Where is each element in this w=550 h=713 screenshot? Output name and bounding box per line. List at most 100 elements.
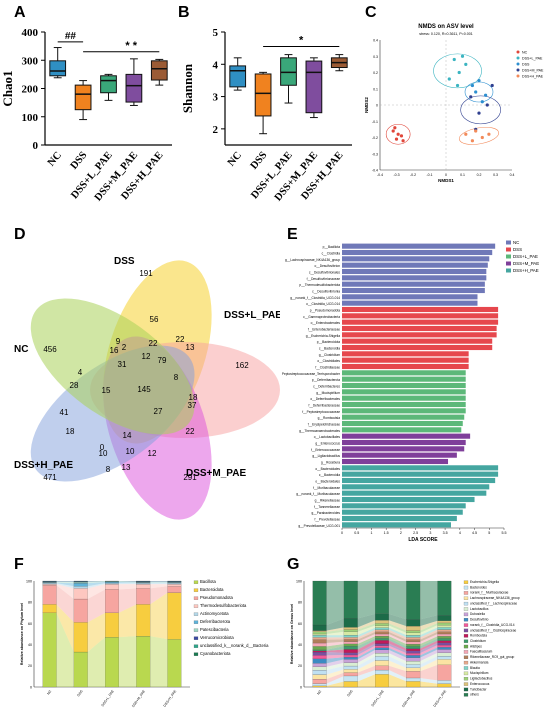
nmds-title: NMDS on ASV level [418, 24, 474, 30]
phylum-flow-band [56, 582, 74, 584]
genus-legend-swatch [463, 612, 469, 617]
chao1-box-DSS [74, 84, 92, 111]
lda-bar-label: c__Bacteroidia [319, 346, 340, 350]
venn-label-m: DSS+M_PAE [186, 468, 246, 479]
lda-bar-label: p__Deferribacterota [312, 378, 340, 382]
phylum-legend-label: Patescibacteria [200, 627, 229, 632]
venn-label-dss: DSS [114, 256, 135, 267]
genus-flow-band [326, 654, 344, 659]
genus-bar-segment [343, 635, 358, 638]
genus-bar-segment [343, 629, 358, 632]
lda-bar-label: o__Deferribacterales [310, 397, 340, 401]
genus-flow-band [326, 652, 344, 656]
genus-bar-segment [437, 680, 452, 684]
genus-bar-segment [406, 664, 421, 668]
genus-bar-segment [437, 636, 452, 639]
genus-bar-segment [312, 670, 327, 675]
lda-legend-swatch [506, 254, 511, 259]
genus-bar-segment [312, 631, 327, 635]
phylum-bar-segment [73, 598, 88, 623]
genus-flow-band [388, 581, 407, 620]
lda-bar-label: g__norank_f__Clostridia_UCG-014 [290, 296, 340, 300]
phylum-bar-segment [167, 582, 182, 584]
genus-flow-band [420, 645, 438, 656]
genus-flow-band [326, 618, 344, 631]
nmds-ellipse-l [433, 53, 482, 89]
genus-legend-swatch [463, 580, 469, 584]
shannon-y-axis-label: Shannon [180, 63, 195, 113]
genus-bar-segment [406, 637, 421, 640]
lda-legend-label: DSS [513, 247, 522, 252]
genus-bar-segment [406, 655, 421, 658]
venn-count: 10 [126, 447, 135, 456]
genus-flow-band [326, 662, 344, 671]
genus-bar-segment [406, 619, 421, 627]
lda-bar [342, 414, 465, 420]
lefse-bar-chart: p__Bacillota c__Clostridia g__Lachnospirac… [282, 240, 539, 543]
phylum-flow-band [150, 584, 168, 589]
genus-bar-segment [406, 671, 421, 679]
genus-y-tick-label: 0 [300, 685, 302, 689]
phylum-x-tick-label: DSS+M_PAE [131, 689, 146, 708]
panel-label-d: D [14, 226, 26, 243]
genus-legend-label: norank_f__Muribaculaceae [470, 591, 509, 595]
lda-bar [342, 452, 457, 458]
panel-label-e: E [287, 226, 298, 243]
genus-legend-swatch [463, 660, 469, 665]
genus-flow-band [420, 631, 438, 642]
shannon-box-DSS+M_PAE [305, 60, 323, 114]
phylum-flow-band [87, 584, 106, 600]
genus-flow-band [357, 640, 376, 653]
phylum-bar-segment [42, 582, 57, 584]
genus-legend-swatch [463, 634, 469, 638]
genus-flow-band [357, 627, 376, 638]
genus-flow-band [420, 625, 438, 636]
genus-bar-segment [437, 633, 452, 637]
phylum-bar-segment [42, 581, 57, 583]
nmds-point [474, 129, 478, 133]
genus-flow-band [388, 629, 407, 640]
genus-flow-band [326, 631, 344, 636]
genus-flow-band [357, 620, 376, 630]
genus-flow-band [326, 637, 344, 640]
genus-bar-segment [312, 635, 327, 638]
genus-legend-swatch [463, 687, 469, 692]
lda-bar [342, 522, 451, 528]
genus-x-tick-label: DSS [346, 689, 354, 698]
phylum-legend-swatch [193, 596, 199, 600]
genus-bar-segment [437, 683, 452, 688]
nmds-point [480, 100, 484, 104]
venn-count: 291 [183, 473, 197, 482]
nmds-y-tick-label: -0.3 [372, 152, 378, 156]
lda-legend-swatch [506, 261, 511, 266]
venn-label-l: DSS+L_PAE [224, 310, 280, 321]
phylum-flow-band [87, 581, 106, 583]
genus-bar-segment [312, 651, 327, 656]
genus-flow-band [357, 645, 376, 658]
nmds-point [484, 93, 488, 97]
genus-bar-segment [343, 665, 358, 670]
genus-flow-band [357, 625, 376, 636]
phylum-flow-band [56, 585, 74, 623]
nmds-legend-marker [516, 74, 520, 78]
genus-bar-segment [437, 615, 452, 621]
phylum-legend-swatch [193, 652, 199, 656]
phylum-flow-band [118, 582, 137, 584]
lda-bar-label: c__Desulfovibrionia [312, 289, 340, 293]
lda-bar [342, 465, 499, 471]
phylum-bar-segment [73, 586, 88, 589]
genus-flow-band [388, 634, 407, 645]
shannon-box-DSS+L_PAE [280, 57, 297, 86]
venn-count: 9 [116, 337, 121, 346]
genus-flow-band [420, 615, 438, 627]
genus-bar-segment [312, 683, 327, 686]
genus-flow-band [326, 627, 344, 632]
genus-x-tick-label: NC [316, 689, 322, 696]
genus-legend-label: norank_f__Clostridia_UCG-014 [470, 623, 515, 627]
nmds-point [452, 57, 456, 62]
lda-bar-label: c__Bacteroidia [319, 473, 340, 477]
genus-flow-band [420, 620, 438, 631]
genus-flow-band [388, 620, 407, 631]
nmds-point [487, 132, 491, 136]
venn-count: 16 [110, 346, 119, 355]
